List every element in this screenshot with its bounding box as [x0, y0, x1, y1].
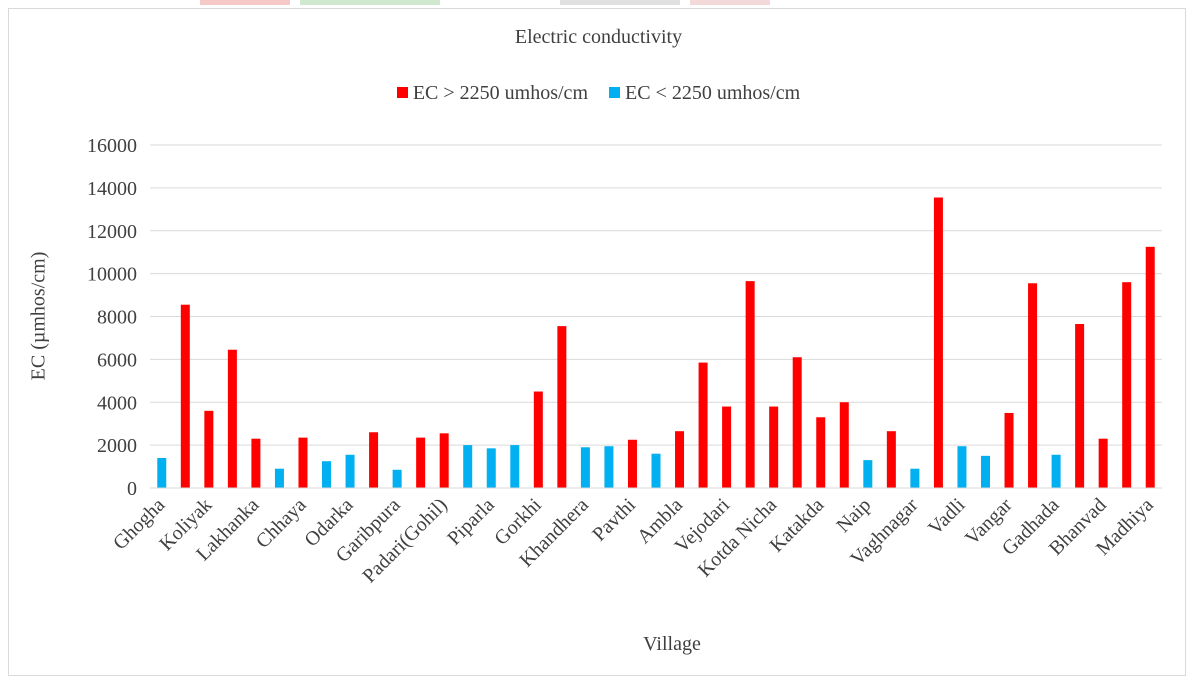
bar — [816, 417, 826, 488]
chart-legend: EC > 2250 umhos/cm EC < 2250 umhos/cm — [0, 82, 1197, 105]
bar — [627, 439, 637, 488]
legend-label-high-ec: EC > 2250 umhos/cm — [412, 82, 588, 104]
bar — [510, 445, 520, 488]
y-tick-label: 14000 — [87, 178, 137, 200]
bar — [227, 349, 237, 488]
y-axis-title: EC (µmhos/cm) — [28, 252, 50, 381]
y-tick-label: 12000 — [87, 221, 137, 243]
x-axis-category-labels: GhoghaKoliyakLakhankaChhayaOdarkaGaribpu… — [109, 494, 1158, 588]
y-tick-label: 10000 — [87, 264, 137, 286]
bar — [439, 433, 449, 488]
top-decorative-banner — [0, 0, 1197, 10]
y-axis-ticks: 0 2000 4000 6000 8000 10000 12000 14000 16000 — [87, 135, 137, 500]
bar — [839, 402, 849, 488]
bar — [392, 469, 402, 488]
bar — [604, 446, 614, 488]
y-tick-label: 16000 — [87, 135, 137, 157]
legend-label-low-ec: EC < 2250 umhos/cm — [625, 82, 801, 104]
gridlines — [150, 144, 1162, 446]
bar — [533, 391, 543, 488]
bar — [886, 431, 896, 488]
bar — [416, 437, 426, 488]
y-tick-label: 0 — [127, 478, 137, 500]
bar — [769, 406, 779, 488]
bar — [369, 432, 379, 488]
bar — [157, 457, 167, 488]
y-tick-label: 2000 — [97, 435, 137, 457]
bar — [251, 438, 261, 488]
bar — [1075, 324, 1085, 488]
bar — [698, 362, 708, 488]
bar — [1122, 282, 1132, 488]
legend-swatch-high-ec — [396, 87, 408, 98]
legend-item-high-ec: EC > 2250 umhos/cm — [396, 82, 588, 105]
bar — [274, 468, 284, 488]
x-tick-label: Katakda — [766, 494, 829, 557]
y-tick-label: 4000 — [97, 392, 137, 414]
bar — [910, 468, 920, 488]
x-tick-label: Pavthi — [588, 494, 640, 546]
bar — [1028, 283, 1038, 488]
bar — [486, 448, 496, 488]
legend-item-low-ec: EC < 2250 umhos/cm — [609, 82, 800, 105]
y-tick-label: 8000 — [97, 307, 137, 329]
y-tick-label: 6000 — [97, 349, 137, 371]
bar — [1004, 412, 1014, 488]
bar — [957, 446, 967, 488]
bar — [580, 447, 590, 488]
x-axis-title: Village — [643, 633, 701, 655]
bar — [792, 357, 802, 488]
bar — [204, 410, 214, 488]
bar — [722, 406, 732, 488]
bar — [1051, 454, 1061, 488]
bar — [298, 437, 308, 488]
bars — [157, 197, 1155, 488]
bar — [345, 454, 355, 488]
bar — [651, 453, 661, 488]
x-tick-label: Piparla — [443, 494, 499, 550]
bar — [745, 281, 755, 488]
bar — [675, 431, 685, 488]
bar — [463, 445, 473, 488]
chart-area-frame — [8, 8, 1186, 676]
chart-title: Electric conductivity — [514, 26, 683, 48]
legend-swatch-low-ec — [609, 87, 620, 98]
bar — [557, 326, 567, 488]
bar — [322, 461, 332, 488]
x-tick-label: Chhaya — [252, 494, 311, 553]
bar — [180, 304, 190, 488]
bar — [1145, 246, 1155, 488]
bar — [980, 455, 990, 488]
bar — [933, 197, 943, 488]
bar — [863, 460, 873, 488]
bar — [1098, 438, 1108, 488]
